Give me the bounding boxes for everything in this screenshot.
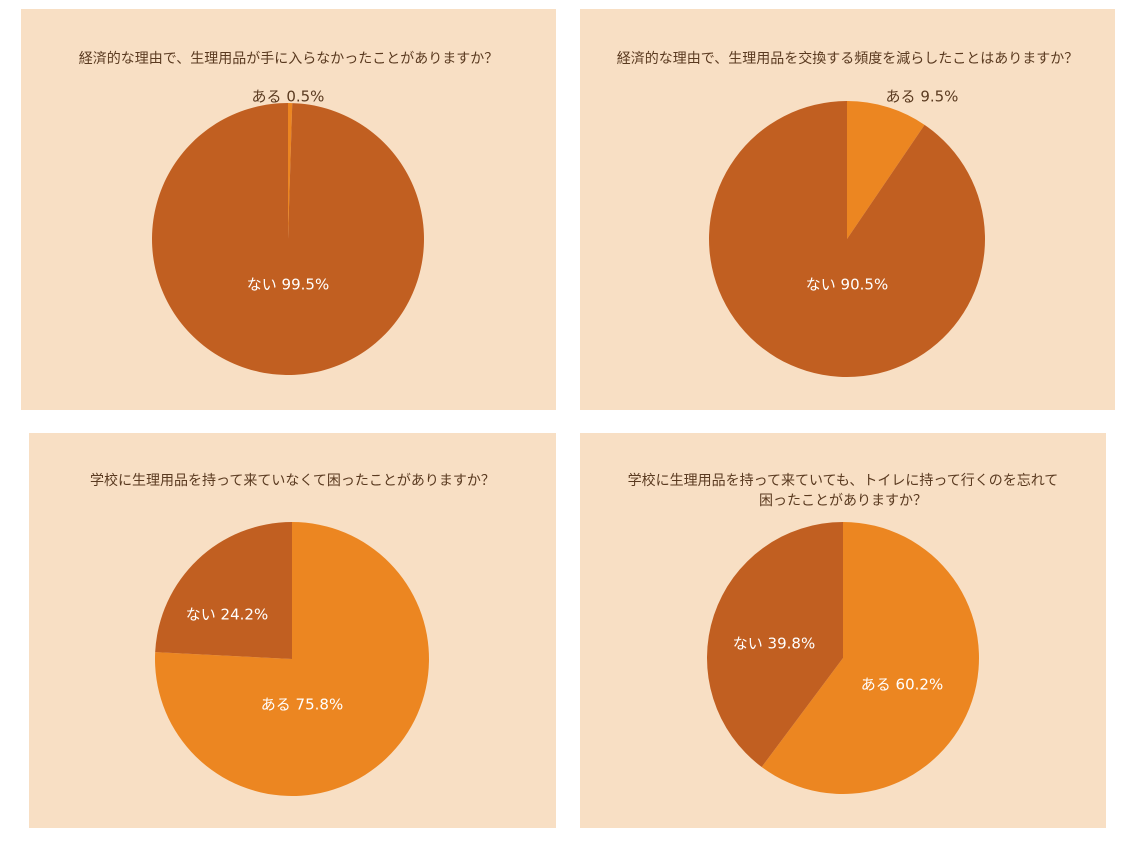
- chart-title: 経済的な理由で、生理用品を交換する頻度を減らしたことはありますか？: [616, 51, 1079, 67]
- slice-label-nai: ない 90.5%: [806, 276, 888, 294]
- chart-panel-1: 経済的な理由で、生理用品が手に入らなかったことがありますか？ ある 0.5% ない…: [21, 9, 556, 410]
- slice-label-aru: ある 0.5%: [252, 88, 325, 106]
- pie-chart: ある 9.5% ない 90.5%: [709, 88, 986, 378]
- pie-chart: ある 0.5% ない 99.5%: [151, 88, 424, 375]
- chart-title: 経済的な理由で、生理用品が手に入らなかったことがありますか？: [78, 51, 499, 67]
- pie-slice-nai: [151, 103, 424, 375]
- pie-slice-aru: [847, 101, 925, 239]
- slice-label-aru: ある 60.2%: [861, 676, 943, 694]
- pie-slice-aru: [288, 103, 293, 239]
- slice-label-nai: ない 24.2%: [186, 606, 268, 624]
- chart-panel-4: 学校に生理用品を持って来ていても、トイレに持って行くのを忘れて 困ったことがあり…: [580, 433, 1106, 828]
- slice-label-aru: ある 9.5%: [886, 88, 959, 106]
- pie-slice-nai: [155, 522, 292, 659]
- chart-panel-2: 経済的な理由で、生理用品を交換する頻度を減らしたことはありますか？ ある 9.5…: [580, 9, 1115, 410]
- chart-panel-3: 学校に生理用品を持って来ていなくて困ったことがありますか？ ある 75.8% ない…: [29, 433, 556, 828]
- pie-slice-aru: [761, 522, 979, 794]
- chart-title: 学校に生理用品を持って来ていても、トイレに持って行くのを忘れて 困ったことがあり…: [627, 473, 1059, 509]
- pie-slice-nai: [709, 101, 986, 378]
- pie-slice-nai: [706, 522, 843, 768]
- pie-chart: ある 60.2% ない 39.8%: [706, 522, 979, 794]
- slice-label-aru: ある 75.8%: [261, 696, 343, 714]
- pie-chart: ある 75.8% ない 24.2%: [155, 522, 429, 796]
- chart-title: 学校に生理用品を持って来ていなくて困ったことがありますか？: [90, 473, 495, 489]
- slice-label-nai: ない 99.5%: [247, 276, 329, 294]
- slice-label-nai: ない 39.8%: [733, 635, 815, 653]
